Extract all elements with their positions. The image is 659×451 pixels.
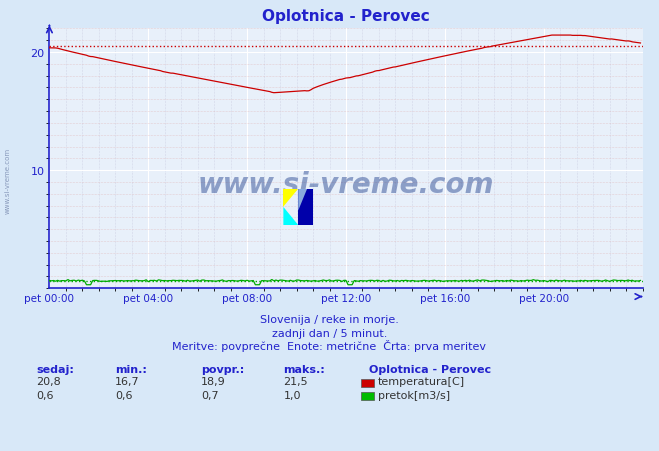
Text: Oplotnica - Perovec: Oplotnica - Perovec [369, 364, 491, 374]
Polygon shape [298, 189, 313, 226]
Text: www.si-vreme.com: www.si-vreme.com [198, 171, 494, 199]
Text: Meritve: povprečne  Enote: metrične  Črta: prva meritev: Meritve: povprečne Enote: metrične Črta:… [173, 340, 486, 351]
Text: 1,0: 1,0 [283, 390, 301, 400]
Text: 18,9: 18,9 [201, 376, 226, 386]
Text: min.:: min.: [115, 364, 147, 374]
Title: Oplotnica - Perovec: Oplotnica - Perovec [262, 9, 430, 24]
Text: 0,6: 0,6 [36, 390, 54, 400]
Polygon shape [283, 207, 298, 226]
Text: temperatura[C]: temperatura[C] [378, 376, 465, 386]
Text: povpr.:: povpr.: [201, 364, 244, 374]
Text: 20,8: 20,8 [36, 376, 61, 386]
Polygon shape [298, 189, 307, 211]
Text: 21,5: 21,5 [283, 376, 308, 386]
Text: zadnji dan / 5 minut.: zadnji dan / 5 minut. [272, 328, 387, 338]
Text: sedaj:: sedaj: [36, 364, 74, 374]
Text: pretok[m3/s]: pretok[m3/s] [378, 390, 449, 400]
Polygon shape [283, 189, 298, 207]
Text: 0,6: 0,6 [115, 390, 133, 400]
Text: maks.:: maks.: [283, 364, 325, 374]
Text: www.si-vreme.com: www.si-vreme.com [5, 147, 11, 213]
Text: 16,7: 16,7 [115, 376, 140, 386]
Text: 0,7: 0,7 [201, 390, 219, 400]
Text: Slovenija / reke in morje.: Slovenija / reke in morje. [260, 314, 399, 324]
